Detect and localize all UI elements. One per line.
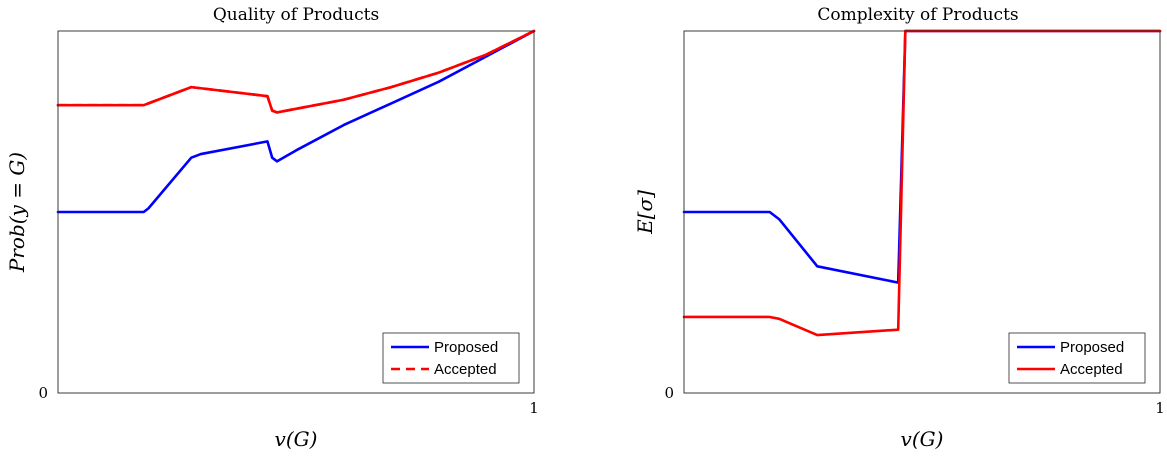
legend: Proposed Accepted (1008, 332, 1146, 384)
axes-frame (683, 30, 1161, 394)
panel-complexity: Complexity of Products 10 v(G) E[σ] Prop… (633, 5, 1165, 451)
panel-quality: Quality of Products 10 v(G) Prob(y = G) … (5, 5, 539, 451)
x-tick-label: 1 (1155, 399, 1165, 417)
legend-label-accepted: Accepted (434, 361, 497, 378)
series-line-proposed (56, 29, 536, 214)
series-lines (56, 29, 536, 214)
plot-area (56, 29, 536, 394)
x-tick-label: 1 (529, 399, 539, 417)
tick-labels: 10 (38, 384, 538, 417)
y-tick-label: 0 (38, 384, 48, 402)
series-line-accepted-solid (56, 29, 536, 114)
chart-title: Quality of Products (213, 5, 379, 25)
legend-label-proposed: Proposed (434, 339, 498, 356)
y-axis-label: Prob(y = G) (5, 152, 29, 273)
axes-frame (57, 30, 535, 394)
chart-title: Complexity of Products (817, 5, 1018, 25)
x-axis-label: v(G) (275, 427, 318, 451)
y-axis-label: E[σ] (633, 190, 657, 235)
legend-box (382, 332, 520, 384)
legend-label-accepted: Accepted (1060, 361, 1123, 378)
y-tick-label: 0 (664, 384, 674, 402)
legend-label-proposed: Proposed (1060, 339, 1124, 356)
x-axis-label: v(G) (901, 427, 944, 451)
tick-labels: 10 (664, 384, 1164, 417)
legend-box (1008, 332, 1146, 384)
legend: Proposed Accepted (382, 332, 520, 384)
